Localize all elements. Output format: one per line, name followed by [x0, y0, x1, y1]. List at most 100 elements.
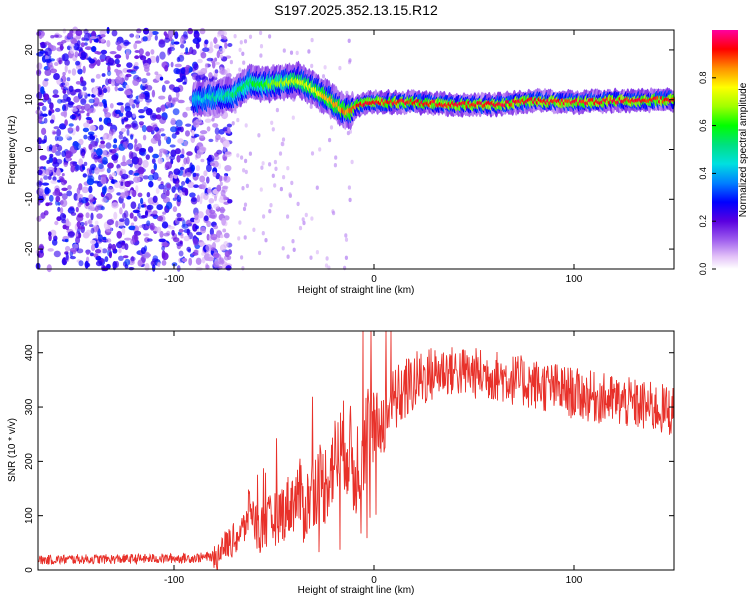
heatmap-cell	[133, 216, 138, 222]
heatmap-cell	[37, 116, 43, 124]
heatmap-cell	[170, 126, 178, 133]
heatmap-cell	[199, 146, 207, 153]
heatmap-cell	[136, 28, 142, 34]
heatmap-cell	[87, 204, 95, 211]
heatmap-cell	[130, 122, 136, 128]
heatmap-cell	[95, 73, 101, 79]
heatmap-cell	[185, 177, 190, 184]
heatmap-cell	[130, 256, 136, 262]
heatmap-cell	[52, 191, 60, 196]
heatmap-cell	[223, 232, 230, 239]
heatmap-cell	[114, 85, 118, 92]
heatmap-cell	[288, 192, 292, 197]
heatmap-cell	[142, 159, 149, 168]
y-tick-label: 0	[24, 146, 35, 152]
heatmap-cell	[58, 59, 63, 65]
heatmap-cell	[111, 243, 117, 251]
heatmap-cell	[124, 102, 131, 109]
heatmap-cell	[203, 170, 208, 177]
heatmap-cell	[98, 143, 106, 149]
heatmap-cell	[318, 147, 322, 152]
heatmap-cell	[204, 118, 212, 123]
heatmap-cell	[98, 101, 104, 107]
heatmap-cell	[208, 72, 213, 79]
heatmap-y-ticks: -20 -10 0 10 20	[24, 44, 674, 256]
heatmap-cell	[219, 175, 223, 182]
heatmap-cell	[87, 135, 95, 141]
heatmap-cell	[151, 158, 156, 165]
heatmap-cell	[244, 169, 248, 175]
heatmap-cell	[173, 237, 180, 243]
heatmap-cell	[185, 123, 192, 127]
heatmap-cell	[219, 66, 223, 72]
heatmap-cell	[161, 245, 166, 251]
heatmap-cell	[168, 94, 172, 102]
heatmap-cell	[146, 220, 151, 227]
heatmap-cell	[216, 50, 220, 59]
heatmap-cell	[242, 206, 247, 212]
heatmap-cell	[236, 117, 240, 123]
heatmap-cell	[106, 219, 114, 226]
heatmap-cell	[158, 238, 166, 243]
heatmap-cell	[130, 222, 135, 226]
heatmap-cell	[242, 60, 246, 65]
heatmap-cell	[183, 157, 188, 165]
heatmap-cell	[182, 81, 187, 85]
heatmap-cell	[146, 192, 151, 198]
heatmap-cell	[45, 202, 50, 207]
heatmap-cell	[36, 92, 43, 100]
heatmap-cell	[123, 117, 129, 121]
heatmap-cell	[69, 247, 77, 253]
heatmap-cell	[244, 123, 248, 128]
heatmap-cell	[120, 105, 125, 113]
heatmap-cell	[102, 156, 108, 165]
heatmap-cell	[220, 30, 228, 36]
heatmap-cell	[212, 203, 220, 209]
heatmap-cell	[182, 111, 188, 118]
heatmap-cell	[223, 174, 228, 181]
heatmap-cell	[226, 123, 232, 128]
heatmap-cell	[195, 231, 203, 236]
heatmap-cell	[108, 174, 113, 180]
heatmap-cell	[188, 257, 193, 266]
heatmap-cell	[197, 58, 203, 64]
heatmap-cell	[116, 102, 124, 106]
heatmap-cell	[206, 176, 210, 184]
heatmap-cell	[78, 194, 84, 198]
heatmap-cell	[156, 215, 164, 222]
heatmap-cell	[259, 53, 263, 58]
heatmap-cell	[169, 155, 175, 161]
heatmap-cell	[61, 150, 67, 158]
heatmap-cell	[248, 151, 252, 156]
heatmap-cell	[95, 260, 103, 267]
heatmap-cell	[282, 175, 286, 180]
heatmap-cell	[113, 211, 118, 220]
heatmap-cell	[173, 168, 181, 175]
heatmap-cell	[163, 232, 170, 237]
heatmap-cell	[88, 58, 95, 64]
heatmap-cell	[164, 65, 169, 72]
heatmap-cell	[138, 115, 145, 119]
colorbar: 0.0 0.2 0.4 0.6 0.8 Normalized spectral ampl…	[698, 30, 749, 275]
heatmap-cell	[328, 137, 332, 143]
heatmap-cell	[125, 48, 131, 56]
heatmap-cell	[200, 226, 206, 234]
heatmap-cell	[219, 244, 227, 252]
heatmap-cell	[57, 206, 61, 212]
snr-x-ticks: -100 0 100	[164, 331, 583, 586]
heatmap-cell	[106, 122, 113, 127]
heatmap-cell	[85, 212, 90, 219]
heatmap-cell	[123, 41, 131, 45]
y-tick-label: -20	[24, 241, 35, 256]
heatmap-cell	[193, 63, 199, 71]
heatmap-cell	[220, 234, 224, 239]
heatmap-cell	[261, 161, 265, 166]
heatmap-cell	[98, 117, 103, 122]
heatmap-cell	[35, 109, 42, 115]
heatmap-cell	[77, 201, 82, 208]
heatmap-cell	[90, 227, 95, 234]
heatmap-cell	[55, 158, 63, 165]
heatmap-cell	[195, 225, 199, 230]
heatmap-cell	[152, 172, 159, 181]
